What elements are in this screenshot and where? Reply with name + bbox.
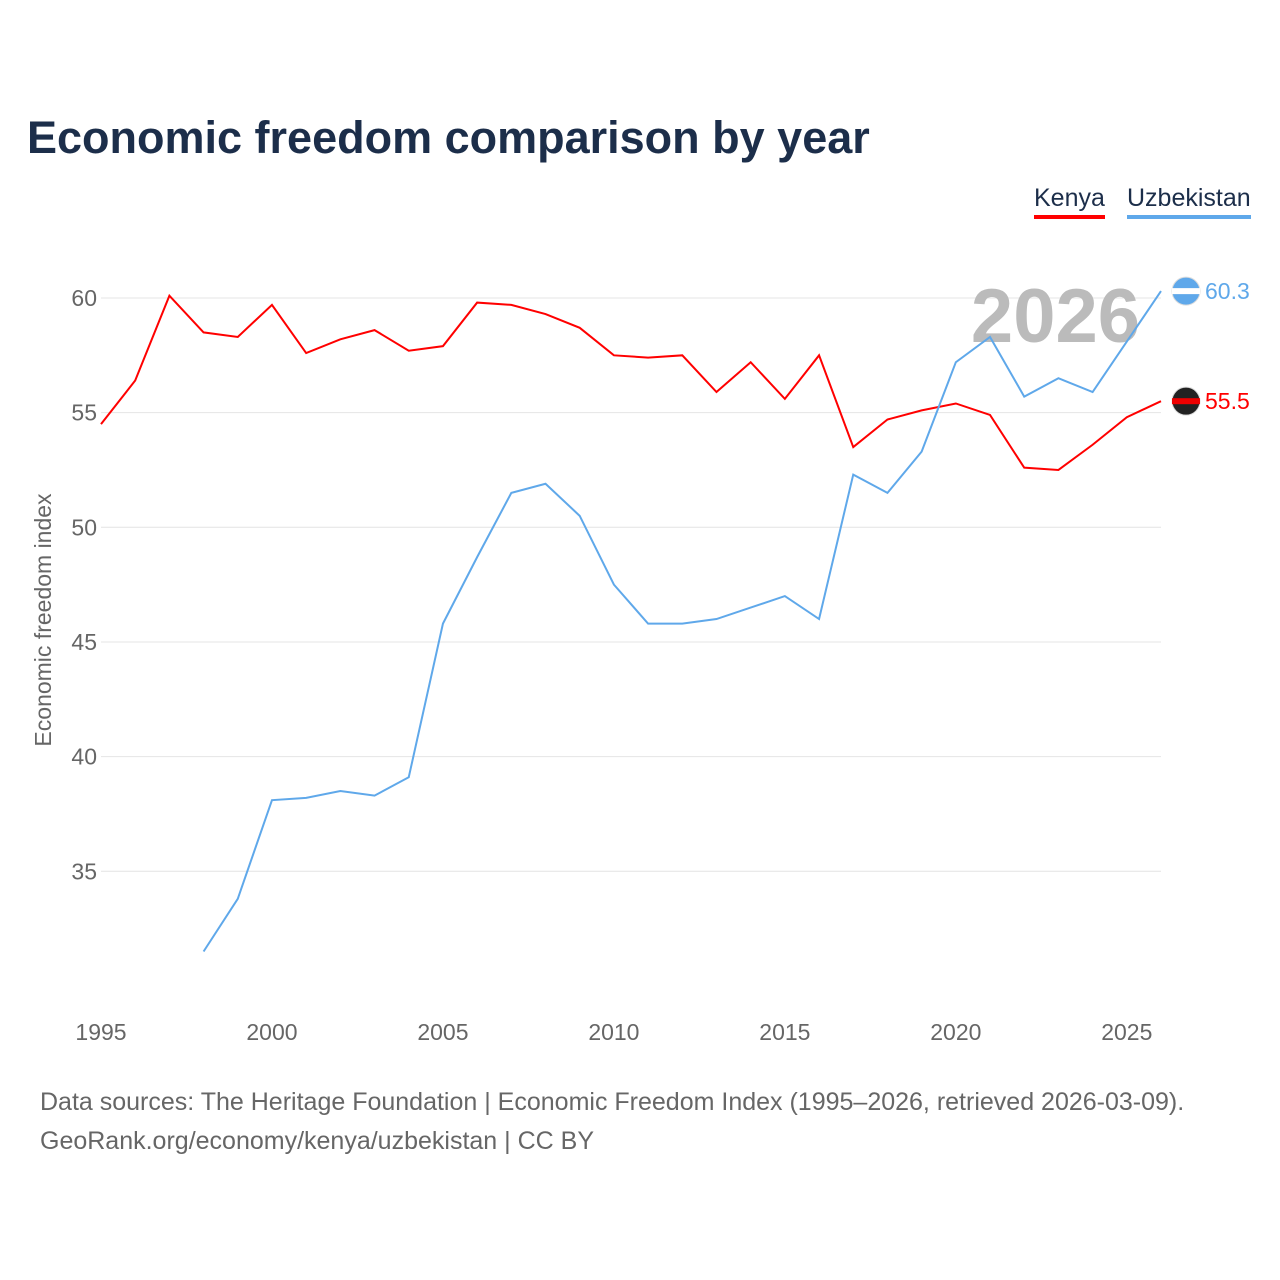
x-tick-label: 1995 [75,1019,126,1045]
end-value-label: 55.5 [1205,388,1250,414]
x-tick-label: 2015 [759,1019,810,1045]
x-tick-label: 2010 [588,1019,639,1045]
x-tick-label: 2025 [1101,1019,1152,1045]
y-tick-label: 50 [71,514,97,540]
legend-uzbekistan[interactable]: Uzbekistan [1127,184,1251,219]
year-watermark: 2026 [971,274,1140,359]
chart-title: Economic freedom comparison by year [27,112,870,163]
y-axis-label: Economic freedom index [30,493,56,747]
flag-stripe [1172,288,1200,295]
y-tick-label: 35 [71,858,97,884]
legend-kenya[interactable]: Kenya [1034,184,1105,219]
end-value-label: 60.3 [1205,278,1250,304]
footer-sources: Data sources: The Heritage Foundation | … [40,1088,1185,1116]
y-tick-label: 55 [71,400,97,426]
footer-credit: GeoRank.org/economy/kenya/uzbekistan | C… [40,1127,594,1155]
x-tick-label: 2000 [246,1019,297,1045]
x-tick-label: 2020 [930,1019,981,1045]
x-tick-label: 2005 [417,1019,468,1045]
y-tick-label: 45 [71,629,97,655]
y-tick-label: 60 [71,285,97,311]
series-line-uzbekistan [202,290,1162,953]
flag-stripe [1172,398,1200,405]
series-line-kenya [100,293,1162,471]
y-tick-label: 40 [71,744,97,770]
